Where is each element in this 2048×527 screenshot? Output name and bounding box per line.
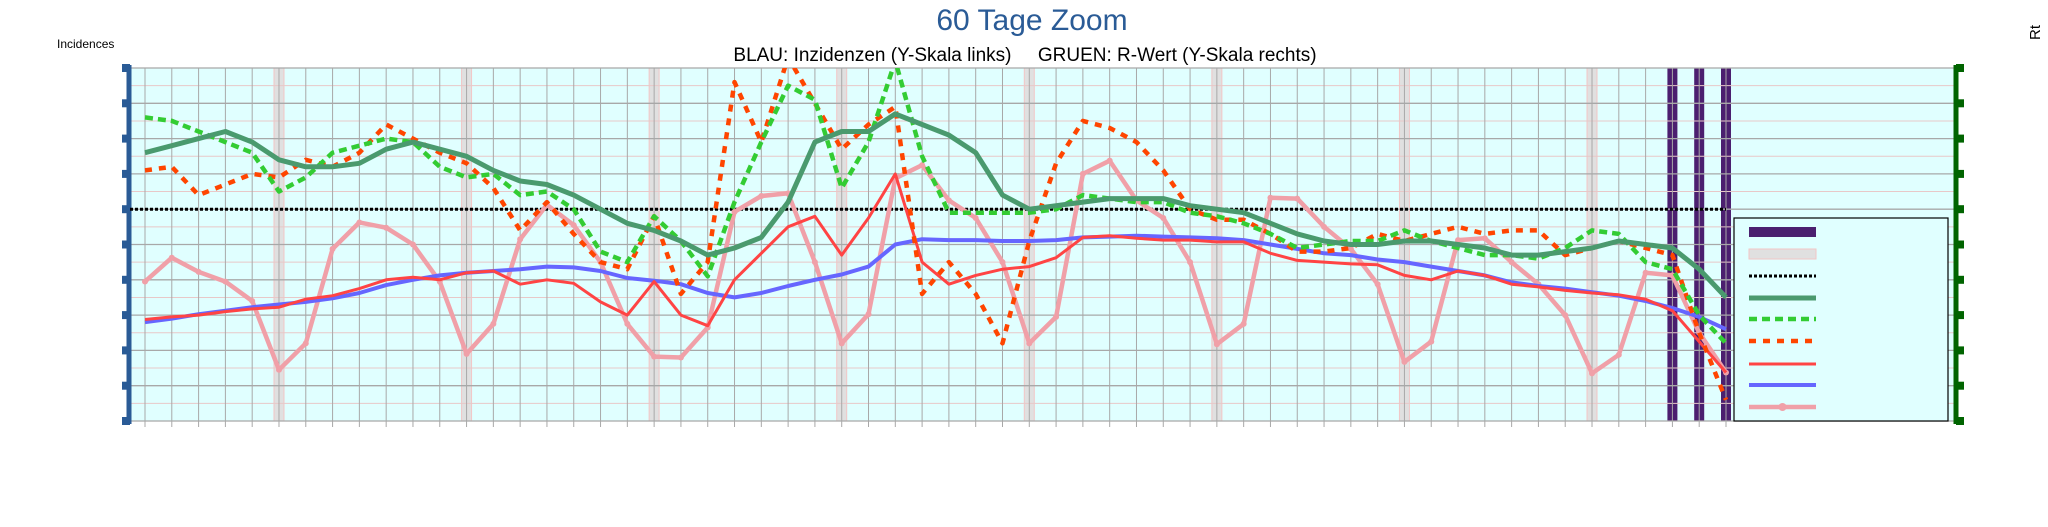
data-point-daily-new-cases	[651, 353, 658, 360]
data-point-daily-new-cases	[1347, 245, 1354, 252]
data-point-daily-new-cases	[1267, 194, 1274, 201]
chart-title: 60 Tage Zoom	[936, 4, 1127, 37]
data-point-daily-new-cases	[1589, 370, 1596, 377]
left-tick-mark	[122, 99, 130, 108]
data-point-daily-new-cases	[1106, 157, 1113, 164]
data-point-daily-new-cases	[168, 254, 175, 261]
left-tick-mark	[122, 64, 130, 72]
left-tick-mark	[122, 311, 130, 320]
data-point-daily-new-cases	[1455, 237, 1462, 244]
data-point-daily-new-cases	[1401, 358, 1408, 365]
data-point-daily-new-cases	[1562, 312, 1569, 319]
data-point-daily-new-cases	[1508, 259, 1515, 266]
data-point-daily-new-cases	[1187, 259, 1194, 266]
data-point-daily-new-cases	[1294, 195, 1301, 202]
data-point-daily-new-cases	[1321, 223, 1328, 230]
right-tick-mark	[1956, 205, 1964, 214]
right-axis-label: Rt	[2027, 24, 2044, 40]
left-axis-label: Incidences	[57, 37, 114, 51]
right-tick-mark	[1956, 417, 1964, 425]
data-point-daily-new-cases	[677, 354, 684, 361]
legend-swatch-sunday	[1748, 248, 1817, 260]
data-point-daily-new-cases	[865, 311, 872, 318]
right-tick-mark	[1956, 240, 1964, 249]
data-point-daily-new-cases	[1642, 269, 1649, 276]
chart-subtitle: BLAU: Inzidenzen (Y-Skala links) GRUEN: …	[733, 45, 1316, 66]
right-tick-mark	[1956, 311, 1964, 320]
right-tick-mark	[1956, 64, 1964, 72]
left-tick-mark	[122, 240, 130, 249]
left-tick-mark	[122, 134, 130, 143]
data-point-daily-new-cases	[329, 245, 336, 252]
legend-marker	[1778, 403, 1787, 411]
data-point-daily-new-cases	[570, 222, 577, 229]
data-point-daily-new-cases	[1213, 341, 1220, 348]
data-point-daily-new-cases	[249, 297, 256, 304]
data-point-daily-new-cases	[731, 208, 738, 215]
data-point-daily-new-cases	[490, 320, 497, 327]
data-point-daily-new-cases	[463, 350, 470, 357]
data-point-daily-new-cases	[222, 278, 229, 285]
data-point-daily-new-cases	[1160, 215, 1167, 222]
left-tick-mark	[122, 417, 130, 425]
left-tick-mark	[122, 346, 130, 355]
series-folded-phase	[144, 172, 1728, 374]
data-point-daily-new-cases	[758, 192, 765, 199]
data-point-daily-new-cases	[275, 366, 282, 373]
left-tick-mark	[122, 205, 130, 214]
data-point-daily-new-cases	[1428, 338, 1435, 345]
data-point-daily-new-cases	[1079, 170, 1086, 177]
left-tick-mark	[122, 381, 130, 390]
data-point-daily-new-cases	[624, 320, 631, 327]
data-point-daily-new-cases	[838, 340, 845, 347]
data-point-daily-new-cases	[383, 224, 390, 231]
data-point-daily-new-cases	[1481, 235, 1488, 242]
data-point-daily-new-cases	[1615, 351, 1622, 358]
legend-swatch-not-yet-stable	[1749, 227, 1816, 237]
data-point-daily-new-cases	[1026, 340, 1033, 347]
data-point-daily-new-cases	[517, 236, 524, 243]
data-point-daily-new-cases	[302, 340, 309, 347]
right-tick-mark	[1956, 169, 1964, 178]
data-point-daily-new-cases	[811, 259, 818, 266]
legend	[1733, 217, 1949, 422]
right-tick-mark	[1956, 346, 1964, 355]
right-tick-mark	[1956, 381, 1964, 390]
data-point-daily-new-cases	[1374, 281, 1381, 288]
data-point-daily-new-cases	[1240, 320, 1247, 327]
data-point-daily-new-cases	[945, 197, 952, 204]
data-point-daily-new-cases	[972, 215, 979, 222]
data-point-daily-new-cases	[999, 259, 1006, 266]
right-tick-mark	[1956, 275, 1964, 284]
left-tick-mark	[122, 275, 130, 284]
data-point-daily-new-cases	[142, 278, 148, 285]
data-point-daily-new-cases	[356, 219, 363, 226]
data-point-daily-new-cases	[195, 268, 202, 275]
series-rt-fp4d	[144, 68, 1729, 401]
right-tick-mark	[1956, 134, 1964, 143]
data-point-daily-new-cases	[919, 162, 926, 169]
data-point-daily-new-cases	[409, 241, 416, 248]
left-tick-mark	[122, 169, 130, 178]
data-point-daily-new-cases	[1053, 313, 1060, 320]
series-rt-4d	[144, 111, 1728, 300]
right-tick-mark	[1956, 99, 1964, 108]
